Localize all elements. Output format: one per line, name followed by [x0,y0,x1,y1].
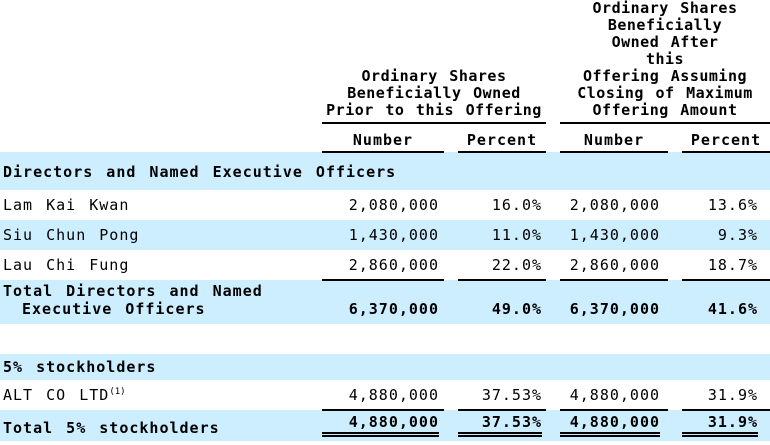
col-header-percent-prior: Percent [458,123,547,153]
value-number-prior: 4,880,000 [322,380,444,411]
holder-name-text: ALT CO LTD [3,386,110,404]
value-number-prior: 2,860,000 [322,250,444,281]
col-gap [668,280,682,324]
section-spacer [0,324,770,354]
value-number-prior: 2,080,000 [348,196,439,214]
double-ruled-value: 4,880,000 [560,413,661,437]
col-group-title-line: this [645,50,685,68]
section-header-5pct-stockholders: 5% stockholders [0,354,770,380]
section-header-label: Directors and Named Executive Officers [3,162,397,181]
double-ruled-value: 31.9% [682,413,759,437]
total-label: Total 5% stockholders [3,419,220,437]
col-group-title-line: Ordinary Shares [361,67,507,85]
table-row-lau-chi-fung: Lau Chi Fung 2,860,000 22.0% 2,860,000 1… [0,250,770,281]
col-gap [668,220,682,250]
table-row-total-directors: Total Directors and Named Executive Offi… [0,280,770,324]
col-group-title-line: Closing of Maximum [577,84,753,102]
col-gap [546,280,560,324]
col-gap [546,123,560,152]
section-header-label: 5% stockholders [3,358,157,376]
col-group-title-line: Beneficially [607,16,723,34]
total-percent-prior: 49.0% [491,300,543,318]
col-group-title-line: Offering Amount [592,101,738,119]
col-gap [444,380,458,410]
total-label: Total Directors and Named Executive Offi… [3,282,263,318]
holder-name: Lam Kai Kwan [3,196,130,214]
value-number-after: 2,860,000 [560,250,669,281]
value-percent-after: 31.9% [682,380,770,411]
value-percent-prior: 22.0% [458,250,547,281]
value-number-after: 4,880,000 [560,380,669,411]
table-row-alt-co-ltd: ALT CO LTD(1) 4,880,000 37.53% 4,880,000… [0,380,770,411]
col-gap [668,410,682,441]
col-gap [546,410,560,441]
value-percent-after: 18.7% [682,250,770,281]
col-header-number-prior: Number [322,123,444,153]
col-gap [668,190,682,220]
double-ruled-value: 4,880,000 [322,413,439,437]
col-gap [444,190,458,220]
footnote-marker: (1) [109,387,126,397]
col-gap [546,250,560,280]
col-header-number-after: Number [560,123,669,153]
col-gap [444,280,458,324]
col-gap [546,220,560,250]
total-percent-after: 31.9% [682,410,770,441]
col-gap [444,410,458,441]
col-gap [668,250,682,280]
table-row-total-5pct-stockholders: Total 5% stockholders 4,880,000 37.53% 4… [0,410,770,441]
value-number-after: 2,080,000 [569,196,661,214]
col-gap [546,190,560,220]
col-group-title-line: Owned After [611,33,719,51]
empty-corner-cell [0,0,322,123]
value-number-after: 1,430,000 [569,226,661,244]
col-gap [546,380,560,410]
total-number-after: 4,880,000 [560,410,668,441]
group-gap [546,0,560,123]
col-gap [668,123,682,152]
col-group-title-line: Ordinary Shares [592,0,738,17]
holder-name: Lau Chi Fung [3,256,130,274]
total-percent-prior: 37.53% [458,410,546,441]
total-number-after: 6,370,000 [569,300,661,318]
col-gap [444,250,458,280]
column-group-header-row: Ordinary Shares Beneficially Owned Prior… [0,0,770,124]
col-gap [668,380,682,410]
value-percent-after: 9.3% [717,226,759,244]
section-header-directors: Directors and Named Executive Officers [0,152,770,190]
value-number-prior: 1,430,000 [348,226,439,244]
col-group-after-offering: Ordinary Shares Beneficially Owned After… [560,0,770,124]
col-group-title-line: Prior to this Offering [326,101,542,119]
column-subheader-row: Number Percent Number Percent [0,123,770,153]
col-header-percent-after: Percent [682,123,770,153]
value-percent-prior: 37.53% [458,380,547,411]
double-ruled-value: 37.53% [458,413,543,437]
col-group-title-line: Beneficially Owned [347,84,521,102]
value-percent-after: 13.6% [707,196,759,214]
value-percent-prior: 16.0% [491,196,543,214]
total-number-prior: 6,370,000 [348,300,439,318]
holder-name: ALT CO LTD(1) [0,380,322,410]
empty-cell [0,123,322,152]
holder-name: Siu Chun Pong [3,226,140,244]
total-percent-after: 41.6% [707,300,759,318]
col-group-prior-offering: Ordinary Shares Beneficially Owned Prior… [322,0,547,124]
table-row-lam-kai-kwan: Lam Kai Kwan 2,080,000 16.0% 2,080,000 1… [0,190,770,220]
col-group-title-line: Offering Assuming [583,67,748,85]
col-gap [444,220,458,250]
col-gap [444,123,458,152]
value-percent-prior: 11.0% [491,226,543,244]
total-number-prior: 4,880,000 [322,410,444,441]
table-row-siu-chun-pong: Siu Chun Pong 1,430,000 11.0% 1,430,000 … [0,220,770,250]
